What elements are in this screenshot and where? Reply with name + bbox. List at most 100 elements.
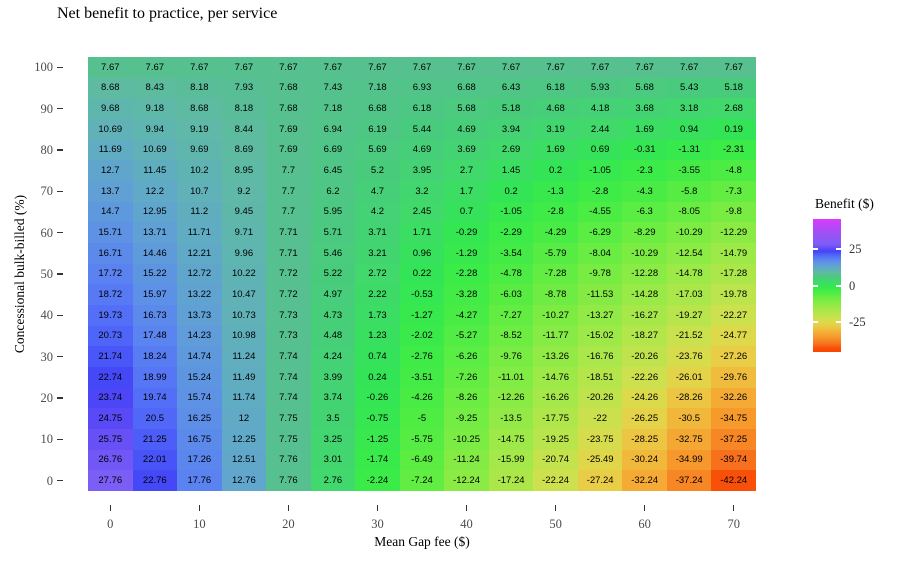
heatmap-cell: -17.28 <box>711 263 756 285</box>
heatmap-cell: 22.01 <box>132 449 178 471</box>
heatmap-cell: 18.99 <box>132 366 178 388</box>
y-axis-tick-label: 90 <box>40 101 54 116</box>
y-axis-tick-label: 30 <box>40 349 54 364</box>
heatmap-cell: 12.2 <box>132 180 178 202</box>
heatmap-cell: 7.76 <box>266 449 311 471</box>
heatmap-cell: -7.28 <box>533 263 578 285</box>
heatmap-cell: 5.18 <box>488 98 534 119</box>
heatmap-cell: 7.68 <box>266 98 311 119</box>
heatmap-cell: -0.29 <box>444 222 489 243</box>
heatmap-cell: -16.26 <box>533 387 578 409</box>
heatmap-cell: 6.45 <box>310 160 356 181</box>
heatmap-cell: 5.2 <box>355 160 400 181</box>
heatmap-cell: 8.69 <box>221 139 267 161</box>
heatmap-cell: -11.01 <box>488 366 534 388</box>
heatmap-cell: 9.69 <box>177 139 222 161</box>
heatmap-cell: 9.2 <box>221 180 267 202</box>
heatmap-cell: 11.24 <box>221 346 267 367</box>
heatmap-cell: 0.7 <box>444 201 489 223</box>
heatmap-cell: 3.69 <box>444 139 489 161</box>
heatmap-cell: 7.67 <box>711 57 756 78</box>
heatmap-cell: 20.5 <box>132 408 178 429</box>
y-axis-tick <box>57 314 63 317</box>
heatmap-cell: 7.67 <box>666 57 712 78</box>
heatmap-cell: -2.76 <box>399 346 445 367</box>
heatmap-cell: 10.22 <box>221 263 267 285</box>
heatmap-cell: 4.97 <box>310 284 356 305</box>
heatmap-cell: -18.51 <box>577 366 623 388</box>
heatmap-cell: -14.76 <box>533 366 578 388</box>
heatmap-cell: 9.71 <box>221 222 267 243</box>
heatmap-cell: 5.18 <box>711 77 756 99</box>
heatmap-cell: -4.29 <box>533 222 578 243</box>
heatmap-cell: 7.67 <box>355 57 400 78</box>
heatmap-cell: 9.94 <box>132 118 178 140</box>
heatmap-cell: 15.97 <box>132 284 178 305</box>
heatmap-cell: 0.19 <box>711 118 756 140</box>
heatmap-cell: -9.78 <box>577 263 623 285</box>
heatmap-cell: 6.68 <box>444 77 489 99</box>
heatmap-cell: 1.23 <box>355 325 400 347</box>
heatmap-cell: 14.46 <box>132 242 178 264</box>
heatmap-cell: 2.45 <box>399 201 445 223</box>
heatmap-cell: 7.7 <box>266 201 311 223</box>
heatmap-cell: -3.51 <box>399 366 445 388</box>
heatmap-cell: 7.67 <box>622 57 667 78</box>
heatmap-cell: 7.18 <box>355 77 400 99</box>
heatmap-cell: -15.02 <box>577 325 623 347</box>
heatmap-cell: 9.68 <box>88 98 133 119</box>
x-axis-tick-label: 70 <box>727 517 740 531</box>
heatmap-cell: -6.49 <box>399 449 445 471</box>
heatmap-cell: -8.26 <box>444 387 489 409</box>
heatmap-cell: 11.2 <box>177 201 222 223</box>
heatmap-cell: 4.24 <box>310 346 356 367</box>
heatmap-cell: -24.77 <box>711 325 756 347</box>
heatmap-cell: 17.26 <box>177 449 222 471</box>
heatmap-cell: -7.26 <box>444 366 489 388</box>
y-axis-tick-label: 70 <box>40 184 54 199</box>
heatmap-cell: -1.31 <box>666 139 712 161</box>
legend-title: Benefit ($) <box>815 196 874 211</box>
heatmap-cell: 3.01 <box>310 449 356 471</box>
heatmap-cell: 4.2 <box>355 201 400 223</box>
heatmap-cell: -39.74 <box>711 449 756 471</box>
heatmap-cell: 7.75 <box>266 408 311 429</box>
heatmap-cell: -37.25 <box>711 428 756 450</box>
heatmap-cell: 7.73 <box>266 325 311 347</box>
heatmap-cell: -13.27 <box>577 304 623 326</box>
heatmap-cell: -3.54 <box>488 242 534 264</box>
heatmap-cell: -17.75 <box>533 408 578 429</box>
heatmap-cell: 1.69 <box>533 139 578 161</box>
heatmap-cell: 6.94 <box>310 118 356 140</box>
heatmap-cell: 7.67 <box>444 57 489 78</box>
heatmap-cell: -9.76 <box>488 346 534 367</box>
y-axis-tick <box>57 107 63 110</box>
legend-tick <box>813 284 818 287</box>
heatmap-cell: -0.53 <box>399 284 445 305</box>
heatmap-cell: 6.43 <box>488 77 534 99</box>
heatmap-cell: 26.76 <box>88 449 133 471</box>
heatmap-cell: -25.49 <box>577 449 623 471</box>
heatmap-cell: -4.8 <box>711 160 756 181</box>
heatmap-cell: -13.5 <box>488 408 534 429</box>
heatmap-cell: -1.27 <box>399 304 445 326</box>
x-axis-title: Mean Gap fee ($) <box>374 534 470 549</box>
heatmap-cell: 8.68 <box>88 77 133 99</box>
heatmap-cell: -13.26 <box>533 346 578 367</box>
heatmap-cell: -12.54 <box>666 242 712 264</box>
legend-tick <box>836 284 841 287</box>
heatmap-cell: 5.22 <box>310 263 356 285</box>
heatmap-cell: -12.29 <box>711 222 756 243</box>
heatmap-cell: 22.74 <box>88 366 133 388</box>
heatmap-cell: 0.24 <box>355 366 400 388</box>
heatmap-cell: 10.73 <box>221 304 267 326</box>
heatmap-cell: -5.27 <box>444 325 489 347</box>
heatmap-cell: -4.55 <box>577 201 623 223</box>
x-axis-tick <box>643 505 646 511</box>
heatmap-cell: -1.25 <box>355 428 400 450</box>
heatmap-cell: 16.25 <box>177 408 222 429</box>
y-axis-tick <box>57 273 63 275</box>
heatmap-cell: -19.27 <box>666 304 712 326</box>
heatmap-cell: 25.75 <box>88 428 133 450</box>
heatmap-cell: -16.27 <box>622 304 667 326</box>
